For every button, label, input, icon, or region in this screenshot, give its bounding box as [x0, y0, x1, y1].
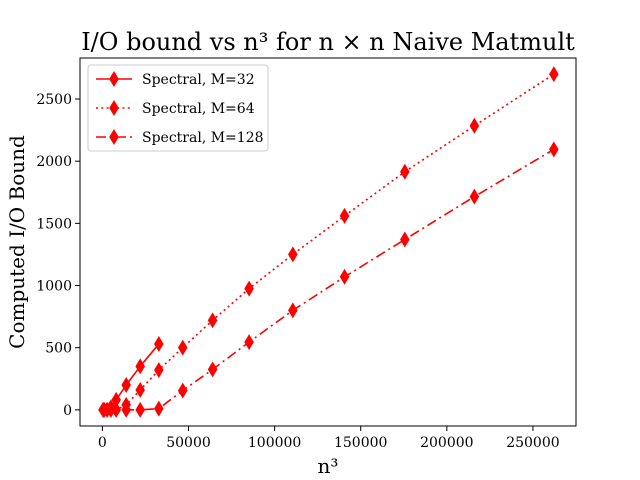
legend-item: Spectral, M=64 — [96, 100, 255, 117]
chart-title: I/O bound vs n³ for n × n Naive Matmult — [81, 28, 575, 56]
x-axis-label: n³ — [318, 454, 339, 478]
data-point — [288, 246, 298, 263]
data-point — [121, 377, 131, 393]
data-point — [135, 381, 145, 398]
data-point — [177, 339, 188, 356]
legend-label: Spectral, M=128 — [142, 130, 264, 146]
data-point — [121, 401, 131, 418]
data-point — [135, 358, 145, 375]
x-tick-label: 150000 — [334, 435, 387, 451]
axes-frame — [79, 57, 577, 427]
data-point — [400, 231, 410, 248]
data-point — [135, 401, 145, 418]
legend: Spectral, M=32 Spectral, M=64 Spectral, M=… — [87, 64, 269, 152]
data-point — [154, 335, 164, 352]
x-tick-label: 50000 — [166, 435, 211, 451]
x-tick-label: 250000 — [506, 435, 559, 451]
data-point — [549, 141, 559, 158]
legend-marker — [109, 71, 119, 87]
legend-box — [87, 64, 269, 152]
y-tick-label: 0 — [63, 403, 72, 419]
data-point — [469, 117, 480, 134]
data-point — [244, 280, 254, 297]
data-point — [288, 302, 298, 319]
data-point — [469, 188, 480, 205]
data-point — [549, 66, 559, 83]
data-point — [339, 268, 350, 285]
x-axis: 0 50000 100000 150000 200000 250000 — [98, 426, 560, 451]
data-point — [177, 382, 188, 399]
y-axis: 0 500 1000 1500 2000 2500 — [36, 92, 80, 419]
legend-marker — [109, 100, 119, 116]
series-3 — [99, 141, 559, 418]
data-point — [111, 401, 121, 418]
y-axis-label: Computed I/O Bound — [5, 135, 29, 349]
series-line — [104, 73, 555, 411]
x-tick-label: 0 — [98, 435, 107, 451]
legend-label: Spectral, M=64 — [142, 101, 255, 117]
data-point — [400, 163, 410, 180]
plot-area — [98, 66, 559, 418]
data-point — [207, 312, 218, 329]
legend-item: Spectral, M=32 — [96, 71, 255, 88]
data-point — [244, 334, 254, 351]
data-point — [154, 400, 164, 417]
y-tick-label: 2000 — [36, 154, 72, 170]
y-tick-label: 1500 — [36, 216, 72, 232]
data-point — [339, 207, 350, 224]
legend-label: Spectral, M=32 — [142, 72, 255, 88]
y-tick-label: 2500 — [36, 92, 72, 108]
y-tick-label: 500 — [45, 341, 72, 357]
x-tick-label: 200000 — [420, 435, 473, 451]
legend-marker — [109, 129, 119, 145]
data-point — [207, 361, 218, 378]
y-tick-label: 1000 — [36, 279, 72, 295]
x-tick-label: 100000 — [248, 435, 301, 451]
data-point — [154, 362, 164, 379]
legend-item: Spectral, M=128 — [96, 129, 264, 146]
